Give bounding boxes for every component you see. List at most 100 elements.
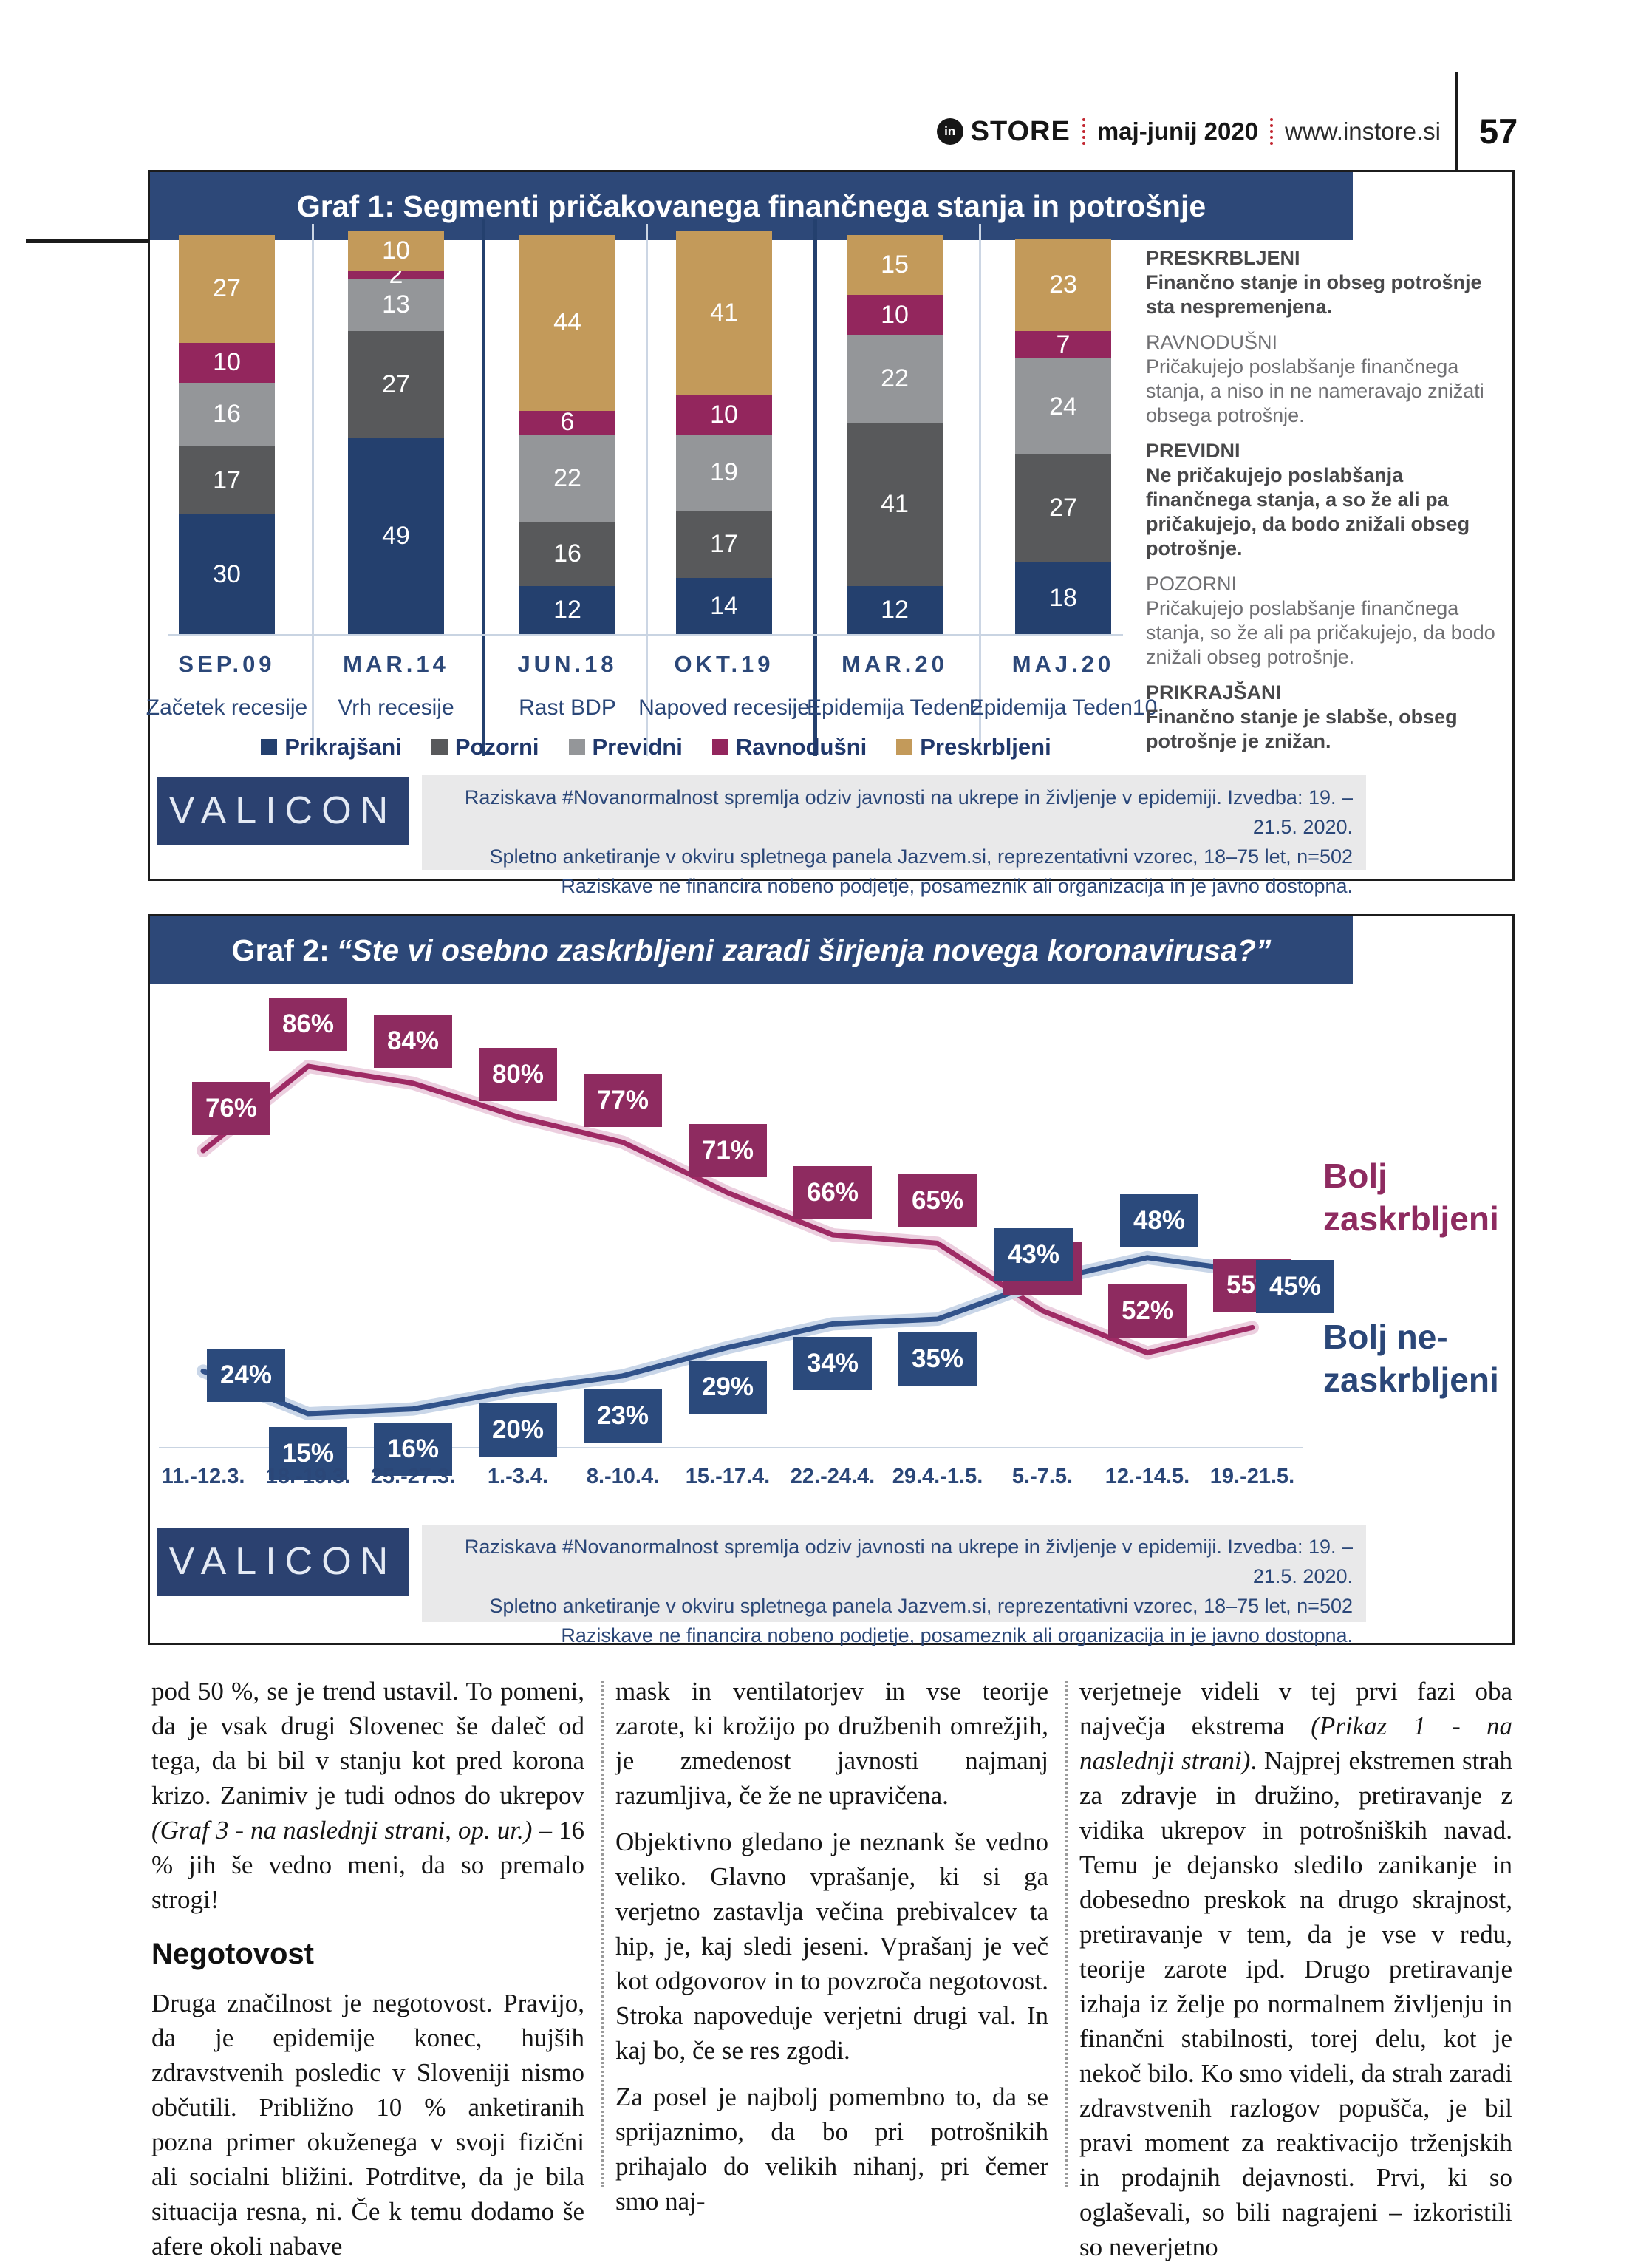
bar-segment: 23 bbox=[1015, 239, 1111, 331]
data-point-label: 24% bbox=[207, 1349, 285, 1403]
legend-label: Preskrbljeni bbox=[920, 734, 1051, 760]
bar-segment: 41 bbox=[847, 422, 943, 587]
article-paragraph: verjetneje videli v tej prvi fazi oba na… bbox=[1079, 1674, 1512, 2264]
brand-name: STORE bbox=[970, 115, 1071, 147]
graf1-baseline bbox=[168, 634, 1123, 636]
source-line: Raziskava #Novanormalnost spremlja odziv… bbox=[464, 1536, 1353, 1587]
data-point-label: 66% bbox=[793, 1166, 872, 1219]
x-axis-date-label: 25.-27.3. bbox=[370, 1465, 456, 1488]
legend-swatch bbox=[261, 739, 278, 755]
bar-segment: 10 bbox=[348, 231, 444, 271]
column-separator bbox=[1065, 1681, 1068, 2187]
definition-text: Finančno stanje in obseg potrošnje sta n… bbox=[1146, 271, 1482, 318]
x-axis-sublabel: Rast BDP bbox=[519, 695, 616, 720]
x-axis-date-label: 1.-3.4. bbox=[487, 1465, 549, 1488]
legend-item: Pozorni bbox=[431, 734, 539, 760]
x-axis-date-label: 12.-14.5. bbox=[1105, 1465, 1190, 1488]
x-axis-sublabel: Začetek recesije bbox=[146, 695, 308, 720]
legend-item: Previdni bbox=[568, 734, 683, 760]
legend-swatch bbox=[711, 739, 728, 755]
x-axis-sublabel: Vrh recesije bbox=[338, 695, 454, 720]
graf2-title-prefix: Graf 2: bbox=[231, 933, 330, 967]
graf2-baseline bbox=[159, 1447, 1303, 1448]
website-url: www.instore.si bbox=[1285, 118, 1441, 145]
segment-definition: RAVNODUŠNI Pričakujejo poslabšanje finanč… bbox=[1146, 330, 1512, 428]
definition-term: PREVIDNI bbox=[1146, 440, 1240, 462]
paragraph-text: Druga značilnost je negotovost. Pravijo,… bbox=[151, 1989, 584, 2261]
legend-label: Ravnodušni bbox=[735, 734, 867, 760]
paragraph-text: pod 50 %, se je trend ustavil. To pomeni… bbox=[151, 1677, 584, 1810]
segment-definition: PREVIDNI Ne pričakujejo poslabšanja finan… bbox=[1146, 439, 1512, 561]
legend-swatch bbox=[431, 739, 448, 755]
data-point-label: 43% bbox=[994, 1227, 1073, 1281]
bar-segment: 19 bbox=[676, 435, 772, 511]
bar-segment: 7 bbox=[1015, 330, 1111, 359]
legend-swatch bbox=[568, 739, 585, 755]
bar-segment: 2 bbox=[348, 261, 444, 289]
data-point-label: 29% bbox=[689, 1361, 767, 1414]
bar-pair-divider bbox=[646, 224, 648, 756]
paragraph-text: – 16 % jih še vedno meni, da so premalo … bbox=[151, 1816, 584, 1914]
graf1-title-text: Graf 1: Segmenti pričakovanega finančneg… bbox=[296, 188, 1206, 223]
bar-segment: 15 bbox=[847, 235, 943, 295]
article-paragraph: mask in ventilatorjev in vse teorije zar… bbox=[615, 1674, 1048, 1813]
definition-text: Finančno stanje je slabše, obseg potrošn… bbox=[1146, 706, 1458, 752]
graf1-legend: Prikrajšani Pozorni Previdni Ravnodušni Pres… bbox=[168, 734, 1144, 760]
bar-segment: 16 bbox=[519, 522, 615, 587]
valicon-logo: VALICON bbox=[157, 1528, 409, 1596]
bar-segment: 12 bbox=[519, 586, 615, 634]
article-paragraph: pod 50 %, se je trend ustavil. To pomeni… bbox=[151, 1674, 584, 1917]
data-point-label: 77% bbox=[584, 1073, 662, 1127]
definition-text: Pričakujejo poslabšanje finančnega stanj… bbox=[1146, 597, 1495, 668]
bar-pair-divider bbox=[979, 224, 981, 756]
x-axis-date-label: 8.-10.4. bbox=[586, 1465, 660, 1488]
italic-text: (Prikaz 1 - na naslednji strani) bbox=[1079, 1712, 1512, 1775]
data-point-label: 20% bbox=[479, 1403, 557, 1457]
series-label-line: Bolj ne- bbox=[1323, 1318, 1448, 1356]
series-label: Bolj zaskrbljeni bbox=[1323, 1154, 1499, 1240]
column-separator bbox=[601, 1681, 604, 2187]
article-paragraph: Objektivno gledano je neznank še vedno v… bbox=[615, 1825, 1048, 2068]
source-line: Spletno anketiranje v okviru spletnega p… bbox=[489, 1595, 1353, 1617]
paragraph-text: Za posel je najbolj pomembno to, da se s… bbox=[615, 2083, 1048, 2216]
source-line: Raziskave ne financira nobeno podjetje, … bbox=[561, 875, 1353, 897]
bar-segment: 41 bbox=[676, 231, 772, 395]
x-axis-label: JUN.18 bbox=[517, 651, 618, 677]
x-axis-date-label: 19.-21.5. bbox=[1209, 1465, 1295, 1488]
bar-segment: 6 bbox=[519, 408, 615, 436]
zaskrbljeni-line bbox=[197, 1060, 1259, 1360]
legend-item: Prikrajšani bbox=[261, 734, 402, 760]
legend-swatch bbox=[896, 739, 913, 755]
bar-segment: 27 bbox=[348, 330, 444, 439]
paragraph-text: verjetneje videli v tej prvi fazi oba na… bbox=[1079, 1677, 1512, 1740]
data-point-label: 71% bbox=[689, 1124, 767, 1177]
dotted-separator bbox=[1270, 118, 1274, 145]
issue-date: maj-junij 2020 bbox=[1096, 118, 1259, 145]
x-axis-date-label: 18.-19.3. bbox=[265, 1465, 351, 1488]
bar-group-separator bbox=[813, 219, 817, 756]
graf2-line-chart: Graf 2: “Ste vi osebno zaskrbljeni zarad… bbox=[148, 914, 1515, 1646]
legend-label: Pozorni bbox=[454, 734, 539, 760]
bar-segment: 14 bbox=[676, 578, 772, 634]
legend-item: Ravnodušni bbox=[711, 734, 867, 760]
data-point-label: 76% bbox=[192, 1082, 270, 1135]
x-axis-sublabel: Epidemija Teden2 bbox=[807, 695, 983, 720]
bar-segment: 13 bbox=[348, 279, 444, 331]
segment-definition: PRESKRBLJENI Finančno stanje in obseg pot… bbox=[1146, 246, 1512, 319]
data-point-label: 80% bbox=[479, 1048, 557, 1102]
bar-segment: 12 bbox=[847, 586, 943, 634]
data-point-label: 65% bbox=[898, 1174, 977, 1228]
x-axis-date-label: 29.4.-1.5. bbox=[892, 1465, 983, 1488]
article-paragraph: Druga značilnost je negotovost. Pravijo,… bbox=[151, 1986, 584, 2264]
zaskrbljeni-line bbox=[200, 1063, 1255, 1356]
series-label-line: Bolj bbox=[1323, 1157, 1387, 1195]
x-axis-sublabel: Napoved recesije bbox=[638, 695, 810, 720]
bar-segment: 16 bbox=[179, 382, 275, 447]
data-point-label: 34% bbox=[793, 1337, 872, 1391]
bar-segment: 10 bbox=[676, 395, 772, 435]
x-axis-label: SEP.09 bbox=[178, 651, 276, 677]
data-point-label: 86% bbox=[269, 998, 347, 1051]
header-vertical-rule bbox=[1455, 72, 1458, 187]
graf2-title: Graf 2: “Ste vi osebno zaskrbljeni zarad… bbox=[150, 916, 1353, 984]
